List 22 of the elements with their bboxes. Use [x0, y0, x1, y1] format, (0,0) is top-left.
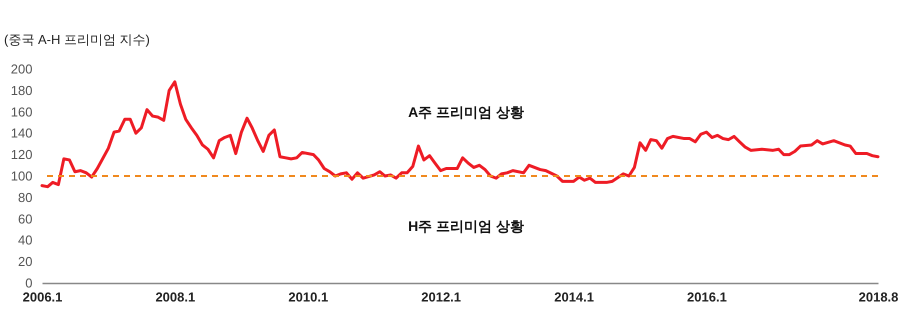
y-tick-label: 0 — [25, 276, 32, 290]
y-tick-label: 200 — [10, 62, 32, 76]
annotation: H주 프리미엄 상황 — [408, 218, 524, 234]
y-tick-label: 40 — [18, 232, 32, 248]
x-tick-label: 2012.1 — [421, 290, 462, 304]
x-tick-label: 2018.8 — [858, 290, 898, 304]
line-series — [40, 80, 880, 188]
y-tick-label: 20 — [18, 254, 32, 270]
y-tick-label: 180 — [10, 82, 32, 98]
y-tick-label: 120 — [10, 147, 32, 162]
x-tick-label: 2014.1 — [554, 290, 594, 304]
x-tick-label: 2010.1 — [288, 290, 328, 304]
x-tick-label: 2006.1 — [22, 290, 62, 304]
y-tick-label: 80 — [18, 190, 32, 205]
y-tick-label: 160 — [10, 104, 32, 120]
chart-title: (중국 A-H 프리미엄 지수) — [4, 32, 150, 47]
y-tick-label: 60 — [18, 211, 32, 226]
x-tick-label: 2008.1 — [155, 290, 196, 304]
annotation: A주 프리미엄 상황 — [408, 104, 524, 120]
y-tick-label: 100 — [10, 168, 32, 184]
y-tick-label: 140 — [10, 126, 32, 141]
x-tick-label: 2016.1 — [687, 290, 727, 304]
